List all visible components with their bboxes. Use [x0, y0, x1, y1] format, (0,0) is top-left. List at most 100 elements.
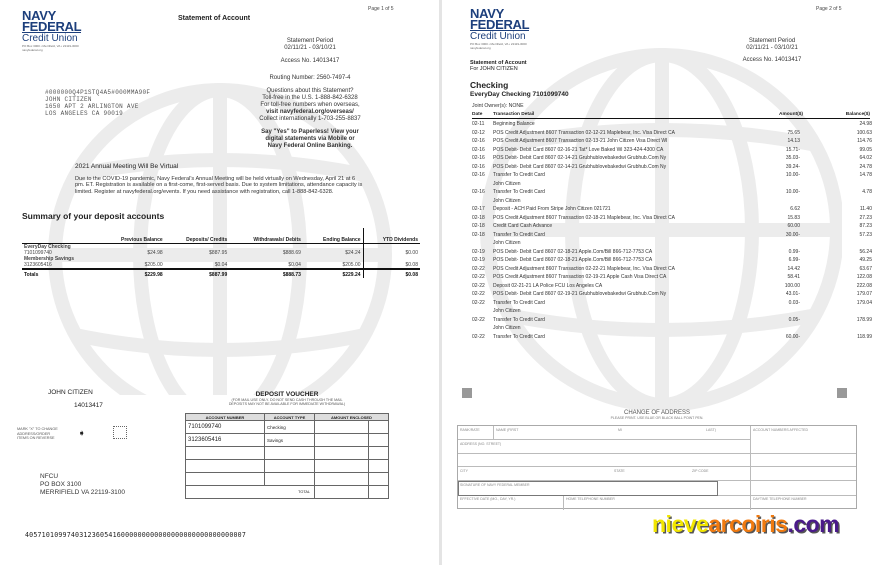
transaction-detail: POS Credit Adjustment 8607 Transaction 0…	[493, 129, 675, 136]
transaction-row: 02-22 POS Credit Adjustment 8607 Transact…	[472, 273, 872, 281]
page-divider	[439, 0, 442, 565]
transaction-date: 02-16	[472, 189, 485, 195]
transaction-detail: POS Debit- Debit Card 8607 02-16-21 Tat*…	[493, 146, 664, 153]
micr-line: 4057101099740312360541600000000000000000…	[25, 531, 246, 539]
transaction-detail: John Citizen	[493, 240, 521, 246]
transaction-detail: Transfer To Credit Card	[493, 333, 545, 340]
transaction-detail: John Citizen	[493, 308, 521, 314]
transaction-row: 02-11 Beginning Balance 24.98	[472, 120, 872, 128]
transaction-memo-row: John Citizen	[472, 324, 872, 332]
transaction-amount: 6.99-	[788, 257, 800, 263]
transaction-amount: 58.41	[787, 274, 800, 280]
transaction-detail: POS Debit- Debit Card 8607 02-19-21 Grub…	[493, 291, 667, 297]
transaction-memo-row: John Citizen	[472, 180, 872, 188]
transaction-balance: 179.07	[856, 291, 872, 297]
transaction-row: 02-22 Deposit 02-21-21 LA Police FCU Los …	[472, 282, 872, 290]
arrow-right-icon: ➧	[78, 428, 86, 438]
transaction-date: 02-16	[472, 163, 485, 170]
transaction-balance: 24.98	[859, 121, 872, 127]
statement-info: Statement Period 02/11/21 - 03/10/21 Acce…	[742, 38, 802, 63]
transaction-detail: Transfer To Credit Card	[493, 316, 545, 323]
transaction-row: 02-16 POS Debit- Debit Card 8607 02-16-21…	[472, 146, 872, 154]
joint-owners: Joint Owner(s): NONE	[472, 103, 524, 109]
transaction-row: 02-22 Transfer To Credit Card 60.00- 118.99	[472, 333, 872, 341]
transaction-balance: 11.40	[859, 206, 872, 212]
transaction-amount: 60.00-	[785, 333, 800, 340]
transaction-detail: Transfer To Credit Card	[493, 189, 545, 195]
mark-x-instructions: MARK "X" TO CHANGE ADDRESS/ORDER ITEMS ON …	[17, 427, 58, 440]
transaction-date: 02-22	[472, 333, 485, 340]
transaction-balance: 24.78	[859, 163, 872, 170]
transaction-date: 02-22	[472, 274, 485, 280]
transaction-date: 02-17	[472, 206, 485, 212]
transaction-date: 02-16	[472, 138, 485, 144]
transaction-balance: 4.78	[862, 189, 872, 195]
transaction-amount: 0.99-	[788, 248, 800, 255]
transaction-detail: POS Debit- Debit Card 8607 02-18-21 Appl…	[493, 257, 653, 263]
transaction-balance: 114.76	[857, 138, 872, 144]
transaction-balance: 57.23	[859, 231, 872, 238]
transaction-row: 02-12 POS Credit Adjustment 8607 Transact…	[472, 129, 872, 137]
total-input[interactable]	[314, 485, 369, 499]
statement-page-1: NAVY FEDERAL Credit Union PO Box 3000 • M…	[0, 0, 439, 565]
transaction-detail: Beginning Balance	[493, 121, 535, 127]
transaction-row: 02-22 POS Credit Adjustment 8607 Transact…	[472, 265, 872, 273]
summary-title: Summary of your deposit accounts	[22, 211, 165, 221]
summary-row: Membership Savings 3123605416 $205.00 $0.04…	[24, 256, 418, 269]
change-of-address-header: CHANGE OF ADDRESS PLEASE PRINT. USE BLUE…	[610, 410, 704, 420]
transaction-row: 02-16 POS Debit- Debit Card 8607 02-14-21…	[472, 163, 872, 171]
statement-title: Statement of Account For JOHN CITIZEN	[470, 60, 527, 72]
voucher-header: DEPOSIT VOUCHER (FOR MAIL USE ONLY. DO N…	[228, 391, 346, 406]
transaction-amount: 0.03-	[788, 299, 800, 306]
transaction-balance: 118.99	[857, 333, 872, 340]
account-title: EveryDay Checking 7101099740	[470, 91, 569, 98]
mailing-address: #000000Q4P1STQ4A5#000MMA90F JOHN CITIZEN …	[45, 89, 151, 117]
transaction-detail: Transfer To Credit Card	[493, 299, 545, 306]
transaction-date: 02-18	[472, 231, 485, 238]
transaction-balance: 222.08	[856, 282, 872, 289]
transaction-memo-row: John Citizen	[472, 239, 872, 247]
transaction-detail: Deposit 02-21-21 LA Police FCU Los Angel…	[493, 282, 603, 289]
amount-input[interactable]	[314, 420, 369, 434]
transaction-date: 02-19	[472, 248, 485, 255]
navy-federal-logo: NAVY FEDERAL Credit Union PO Box 3000 • M…	[22, 8, 82, 52]
statement-page-2: NAVY FEDERAL Credit Union PO Box 3000 • M…	[442, 0, 885, 565]
transaction-date: 02-22	[472, 316, 485, 323]
registration-mark	[837, 388, 847, 398]
transaction-date: 02-22	[472, 282, 485, 289]
notice-body: Due to the COVID-19 pandemic, Navy Feder…	[75, 176, 363, 195]
transaction-amount: 10.00-	[785, 189, 800, 195]
transaction-date: 02-22	[472, 291, 485, 297]
transaction-detail: John Citizen	[493, 197, 521, 204]
summary-totals: Totals $229.98 $887.99 $888.73 $229.24 $0.08	[22, 268, 420, 278]
transaction-balance: 100.63	[856, 129, 872, 136]
transaction-detail: POS Credit Adjustment 8607 Transaction 0…	[493, 214, 675, 221]
navy-federal-logo: NAVY FEDERAL Credit Union PO Box 3000 • M…	[470, 6, 530, 50]
amount-input[interactable]	[314, 433, 369, 447]
transaction-amount: 0.05-	[788, 316, 800, 323]
statement-info: Statement Period 02/11/21 - 03/10/21 Acce…	[259, 38, 361, 149]
transaction-header: Date Transaction Detail Amount($) Balanc…	[472, 112, 870, 119]
transaction-date: 02-19	[472, 257, 485, 263]
transaction-row: 02-22 Transfer To Credit Card 0.05- 178.99	[472, 316, 872, 324]
transaction-detail: John Citizen	[493, 180, 521, 187]
transaction-date: 02-18	[472, 223, 485, 229]
voucher-name: JOHN CITIZEN	[48, 389, 93, 396]
transaction-row: 02-16 POS Credit Adjustment 8607 Transact…	[472, 137, 872, 145]
transaction-detail: Credit Card Cash Advance	[493, 223, 553, 229]
transaction-date: 02-18	[472, 214, 485, 221]
page-number: Page 1 of 5	[368, 6, 394, 12]
transaction-balance: 14.78	[859, 172, 872, 178]
transaction-balance: 179.04	[856, 299, 872, 306]
page-title: Statement of Account	[178, 15, 251, 22]
transaction-amount: 10.00-	[785, 172, 800, 178]
transaction-amount: 100.00	[784, 282, 800, 289]
transaction-detail: POS Credit Adjustment 8607 Transaction 0…	[493, 265, 675, 272]
change-address-checkbox[interactable]	[113, 426, 127, 439]
transaction-row: 02-16 Transfer To Credit Card 10.00- 4.78	[472, 188, 872, 196]
transaction-amount: 15.83	[787, 214, 800, 221]
summary-row: EveryDay Checking 7101099740 $24.98 $887.95…	[24, 243, 418, 256]
transaction-amount: 43.01-	[785, 291, 800, 297]
page-number: Page 2 of 5	[816, 6, 842, 12]
section-title: Checking	[470, 80, 509, 90]
